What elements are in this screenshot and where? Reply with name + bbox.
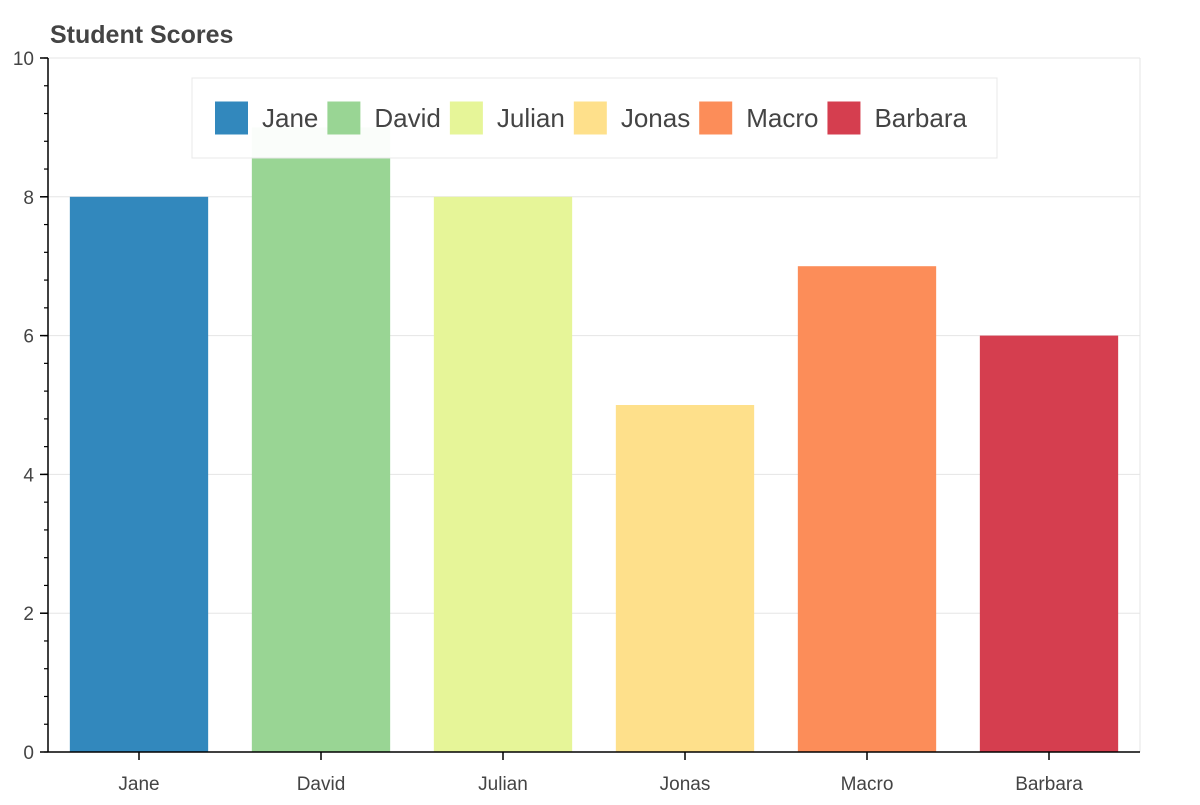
legend-label-barbara: Barbara xyxy=(874,103,967,133)
x-tick-label: Jonas xyxy=(660,774,711,795)
bars xyxy=(69,127,1119,753)
legend-label-david: David xyxy=(374,103,440,133)
legend-swatch-macro xyxy=(699,101,733,135)
legend-label-jonas: Jonas xyxy=(621,103,690,133)
x-tick-label: Macro xyxy=(841,774,894,795)
x-tick-label: Barbara xyxy=(1015,774,1083,795)
chart-title: Student Scores xyxy=(50,21,233,49)
legend: Jane David Julian Jonas Macro Barbara xyxy=(191,77,998,159)
x-tick-label: Julian xyxy=(478,774,528,795)
bar-jonas xyxy=(615,405,755,752)
y-tick-label: 6 xyxy=(23,327,34,348)
legend-label-jane: Jane xyxy=(262,103,318,133)
x-tick-label: Jane xyxy=(118,774,159,795)
y-tick-label: 8 xyxy=(23,188,34,209)
bar-barbara xyxy=(979,335,1119,752)
y-tick-label: 4 xyxy=(23,465,34,486)
legend-swatch-david xyxy=(327,101,361,135)
legend-swatch-jane xyxy=(215,101,248,135)
x-tick-label: David xyxy=(297,774,346,795)
axes: 0 2 4 6 8 10 Jane David Julian Jonas Macro Barbara xyxy=(13,49,1140,795)
legend-swatch-jonas xyxy=(573,101,607,135)
y-tick-label: 2 xyxy=(23,604,34,625)
bar-macro xyxy=(797,266,937,752)
bar-julian xyxy=(433,196,573,753)
legend-label-macro: Macro xyxy=(746,103,818,133)
legend-swatch-julian xyxy=(449,101,483,135)
y-tick-label: 10 xyxy=(13,49,34,70)
bar-jane xyxy=(69,196,209,753)
grid-lines xyxy=(48,57,1141,752)
legend-swatch-barbara xyxy=(827,101,861,135)
bar-david xyxy=(251,127,391,752)
y-tick-label: 0 xyxy=(23,743,34,764)
legend-label-julian: Julian xyxy=(497,103,565,133)
